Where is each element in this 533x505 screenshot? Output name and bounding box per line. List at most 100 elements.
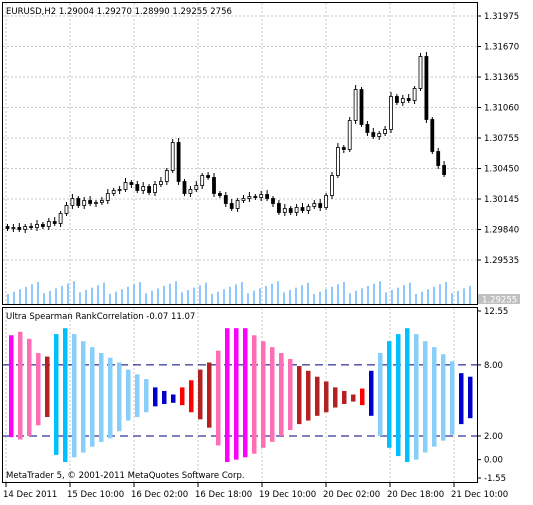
bull-candle bbox=[306, 206, 311, 211]
bear-candle bbox=[436, 151, 441, 166]
price-tick-label: 1.29535 bbox=[484, 256, 519, 266]
histogram-bar bbox=[45, 356, 50, 418]
histogram-bar bbox=[468, 376, 473, 419]
current-price-marker bbox=[478, 294, 520, 304]
time-label: 16 Dec 18:00 bbox=[195, 490, 252, 500]
histogram-bar bbox=[27, 338, 32, 436]
histogram-bar bbox=[342, 390, 347, 404]
price-tick-label: 1.29840 bbox=[484, 226, 519, 236]
bull-candle bbox=[282, 208, 287, 213]
time-label: 14 Dec 2011 bbox=[3, 490, 57, 500]
indicator-tick-label: 0.00 bbox=[484, 456, 503, 466]
price-tick-label: 1.30755 bbox=[484, 134, 519, 144]
histogram-bar bbox=[171, 394, 176, 403]
bear-candle bbox=[359, 89, 364, 125]
histogram-bar bbox=[261, 341, 266, 448]
bull-candle bbox=[241, 198, 246, 201]
bull-candle bbox=[35, 224, 39, 228]
price-pane[interactable]: EURUSD,H2 1.29004 1.29270 1.28990 1.2925… bbox=[2, 2, 521, 306]
histogram-bar bbox=[189, 380, 194, 413]
indicator-scale[interactable]: 12.55 8.00 2.00 0.00 -1.55 bbox=[477, 307, 508, 484]
histogram-bar bbox=[315, 376, 320, 416]
histogram-bar bbox=[459, 373, 464, 425]
histogram-bar bbox=[423, 341, 428, 453]
histogram-bar bbox=[36, 353, 41, 426]
histogram-bar bbox=[441, 354, 446, 441]
histogram-bar bbox=[234, 328, 239, 460]
indicator-tick-label: 12.55 bbox=[484, 307, 508, 317]
price-pane-title: EURUSD,H2 1.29004 1.29270 1.28990 1.2925… bbox=[6, 7, 232, 17]
bull-candle bbox=[247, 196, 252, 199]
bull-candle bbox=[11, 227, 16, 229]
price-scale[interactable]: 1.31975 1.31670 1.31365 1.31060 1.30755 1.304… bbox=[477, 12, 519, 266]
histogram-bar bbox=[405, 328, 410, 463]
bull-candle bbox=[82, 200, 87, 206]
histogram-bar bbox=[153, 387, 158, 407]
histogram-bar bbox=[162, 390, 167, 404]
bull-candle bbox=[158, 181, 163, 185]
bull-candle bbox=[141, 186, 146, 191]
bull-candle bbox=[259, 194, 264, 198]
bull-candle bbox=[58, 213, 63, 224]
bear-candle bbox=[253, 196, 258, 198]
histogram-bar bbox=[297, 366, 302, 425]
histogram-bar bbox=[432, 347, 437, 447]
histogram-bar bbox=[144, 379, 149, 413]
bull-candle bbox=[383, 129, 388, 134]
bear-candle bbox=[271, 198, 275, 204]
bear-candle bbox=[29, 226, 34, 228]
bull-candle bbox=[23, 226, 28, 230]
histogram-bar bbox=[279, 353, 284, 436]
histogram-bar bbox=[207, 362, 212, 428]
time-label: 15 Dec 10:00 bbox=[67, 490, 124, 500]
bull-candle bbox=[412, 88, 417, 101]
histogram-bar bbox=[378, 353, 383, 436]
bear-candle bbox=[52, 221, 57, 224]
bear-candle bbox=[212, 177, 216, 194]
bear-candle bbox=[394, 96, 399, 103]
bull-candle bbox=[194, 185, 199, 190]
bull-candle bbox=[335, 147, 340, 176]
indicator-tick-label: 8.00 bbox=[484, 361, 503, 371]
bull-candle bbox=[377, 133, 382, 137]
histogram-bar bbox=[387, 341, 392, 448]
bear-candle bbox=[182, 181, 187, 194]
bull-candle bbox=[170, 142, 175, 171]
price-tick-label: 1.31060 bbox=[484, 104, 519, 114]
histogram-bar bbox=[252, 335, 257, 454]
histogram-bar bbox=[90, 347, 95, 447]
histogram-bar bbox=[288, 358, 293, 431]
price-pane-frame bbox=[2, 2, 478, 305]
bull-candle bbox=[400, 98, 405, 103]
histogram-bar bbox=[270, 347, 275, 442]
bull-candle bbox=[100, 200, 104, 203]
histogram-bar bbox=[369, 370, 374, 416]
bull-candle bbox=[111, 190, 116, 194]
histogram-bar bbox=[72, 334, 77, 458]
time-axis[interactable]: 14 Dec 2011 15 Dec 10:00 16 Dec 02:00 16 De… bbox=[3, 483, 508, 500]
time-label: 20 Dec 18:00 bbox=[387, 490, 444, 500]
histogram-bar bbox=[18, 331, 23, 440]
histogram-bar bbox=[225, 328, 230, 463]
histogram-bar bbox=[126, 369, 131, 421]
bear-candle bbox=[442, 165, 447, 175]
bull-candle bbox=[330, 175, 334, 196]
spearman-histogram bbox=[9, 328, 473, 463]
bear-candle bbox=[135, 184, 140, 191]
bull-candle bbox=[64, 205, 69, 214]
histogram-bar bbox=[63, 328, 68, 463]
bull-candle bbox=[418, 56, 423, 89]
indicator-pane[interactable]: Ultra Spearman RankCorrelation -0.07 11.… bbox=[2, 307, 509, 484]
time-label: 16 Dec 02:00 bbox=[131, 490, 188, 500]
time-label: 20 Dec 02:00 bbox=[323, 490, 380, 500]
bear-candle bbox=[88, 200, 92, 204]
histogram-bar bbox=[450, 361, 455, 435]
bull-candle bbox=[312, 203, 317, 207]
indicator-tick-label: -1.55 bbox=[484, 474, 506, 484]
bear-candle bbox=[430, 119, 435, 152]
histogram-bar bbox=[198, 369, 203, 420]
indicator-grid bbox=[5, 308, 455, 482]
bear-candle bbox=[300, 207, 305, 211]
histogram-bar bbox=[351, 394, 356, 402]
